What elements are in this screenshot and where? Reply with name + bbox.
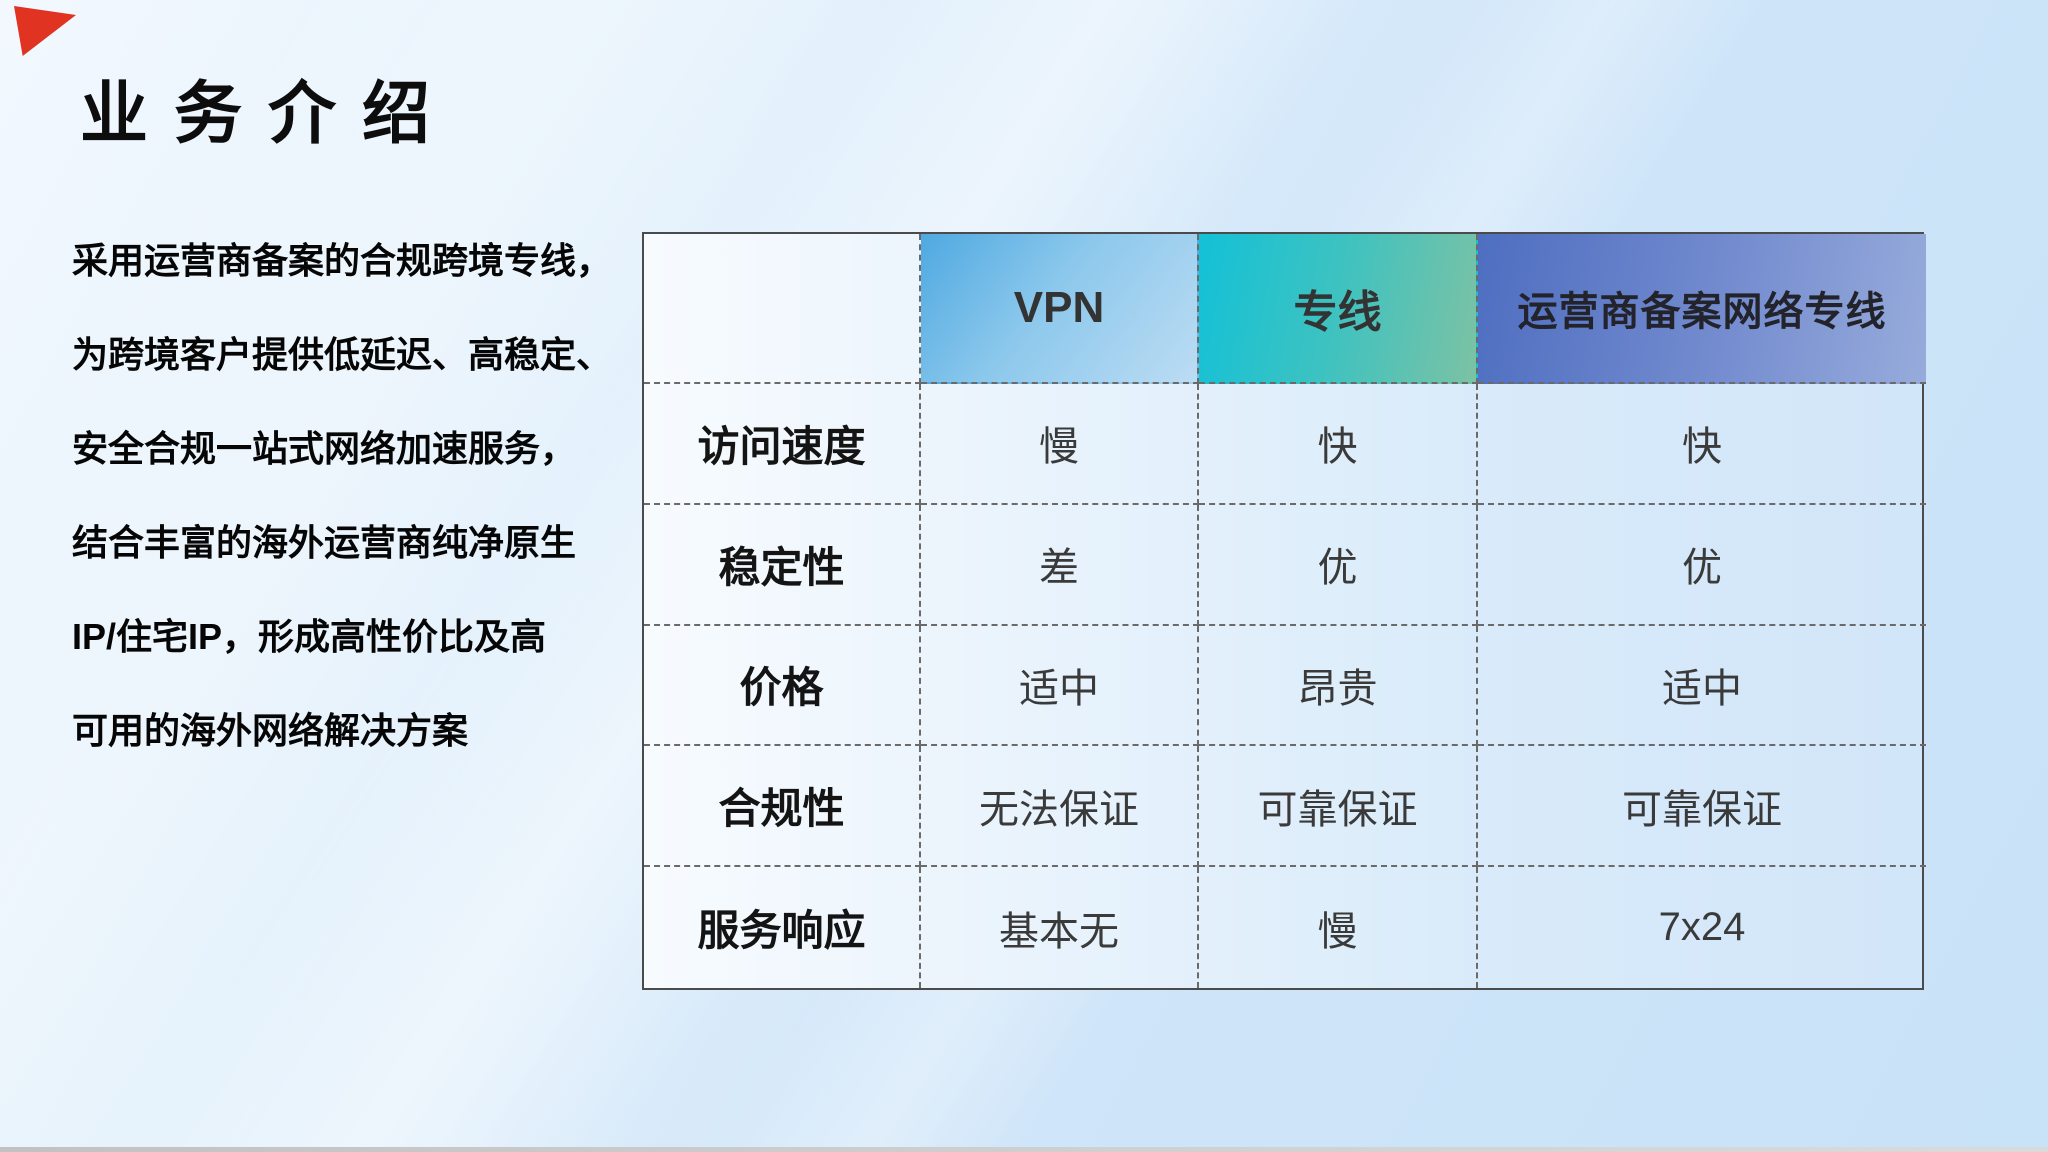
row-label-price: 价格 (644, 625, 921, 747)
table-cell: 适中 (1478, 626, 1926, 747)
intro-paragraph: 采用运营商备案的合规跨境专线， 为跨境客户提供低延迟、高稳定、 安全合规一站式网… (72, 214, 662, 778)
corner-accent-icon (14, 6, 76, 56)
intro-line: 采用运营商备案的合规跨境专线， (72, 240, 613, 281)
table-cell: 快 (1199, 384, 1478, 505)
table-header-empty (644, 234, 921, 384)
table-cell: 可靠保证 (1199, 746, 1478, 868)
row-label-compliance: 合规性 (644, 746, 921, 868)
row-label-service-response: 服务响应 (644, 867, 921, 988)
comparison-table: VPN 专线 运营商备案网络专线 访问速度 慢 快 快 稳定性 差 优 优 价格… (642, 232, 1926, 990)
table-cell: 无法保证 (921, 746, 1199, 868)
table-cell: 慢 (921, 384, 1199, 505)
table-cell: 优 (1199, 504, 1478, 626)
table-header-vpn: VPN (921, 234, 1199, 384)
table-cell: 7x24 (1658, 905, 1746, 950)
table-cell: 优 (1478, 505, 1926, 626)
row-label-stability: 稳定性 (644, 504, 921, 626)
page-title: 业务介绍 (80, 76, 457, 152)
table-cell: 适中 (921, 625, 1199, 747)
table-cell: 快 (1478, 384, 1926, 505)
intro-line: 可用的海外网络解决方案 (72, 710, 469, 751)
bottom-edge-strip (0, 1147, 2048, 1152)
intro-line: 为跨境客户提供低延迟、高稳定、 (72, 334, 613, 375)
intro-line: IP/住宅IP，形成高性价比及高 (72, 616, 547, 657)
table-cell: 差 (921, 504, 1199, 626)
intro-line: 安全合规一站式网络加速服务， (72, 428, 577, 469)
table-cell: 慢 (1199, 867, 1478, 988)
table-cell: 可靠保证 (1478, 746, 1926, 868)
table-cell: 基本无 (921, 867, 1199, 988)
table-cell: 昂贵 (1199, 625, 1478, 747)
table-header-carrier-line: 运营商备案网络专线 (1478, 234, 1926, 384)
row-label-access-speed: 访问速度 (644, 384, 921, 505)
table-header-dedicated-line: 专线 (1199, 234, 1478, 384)
intro-line: 结合丰富的海外运营商纯净原生 (72, 522, 577, 563)
